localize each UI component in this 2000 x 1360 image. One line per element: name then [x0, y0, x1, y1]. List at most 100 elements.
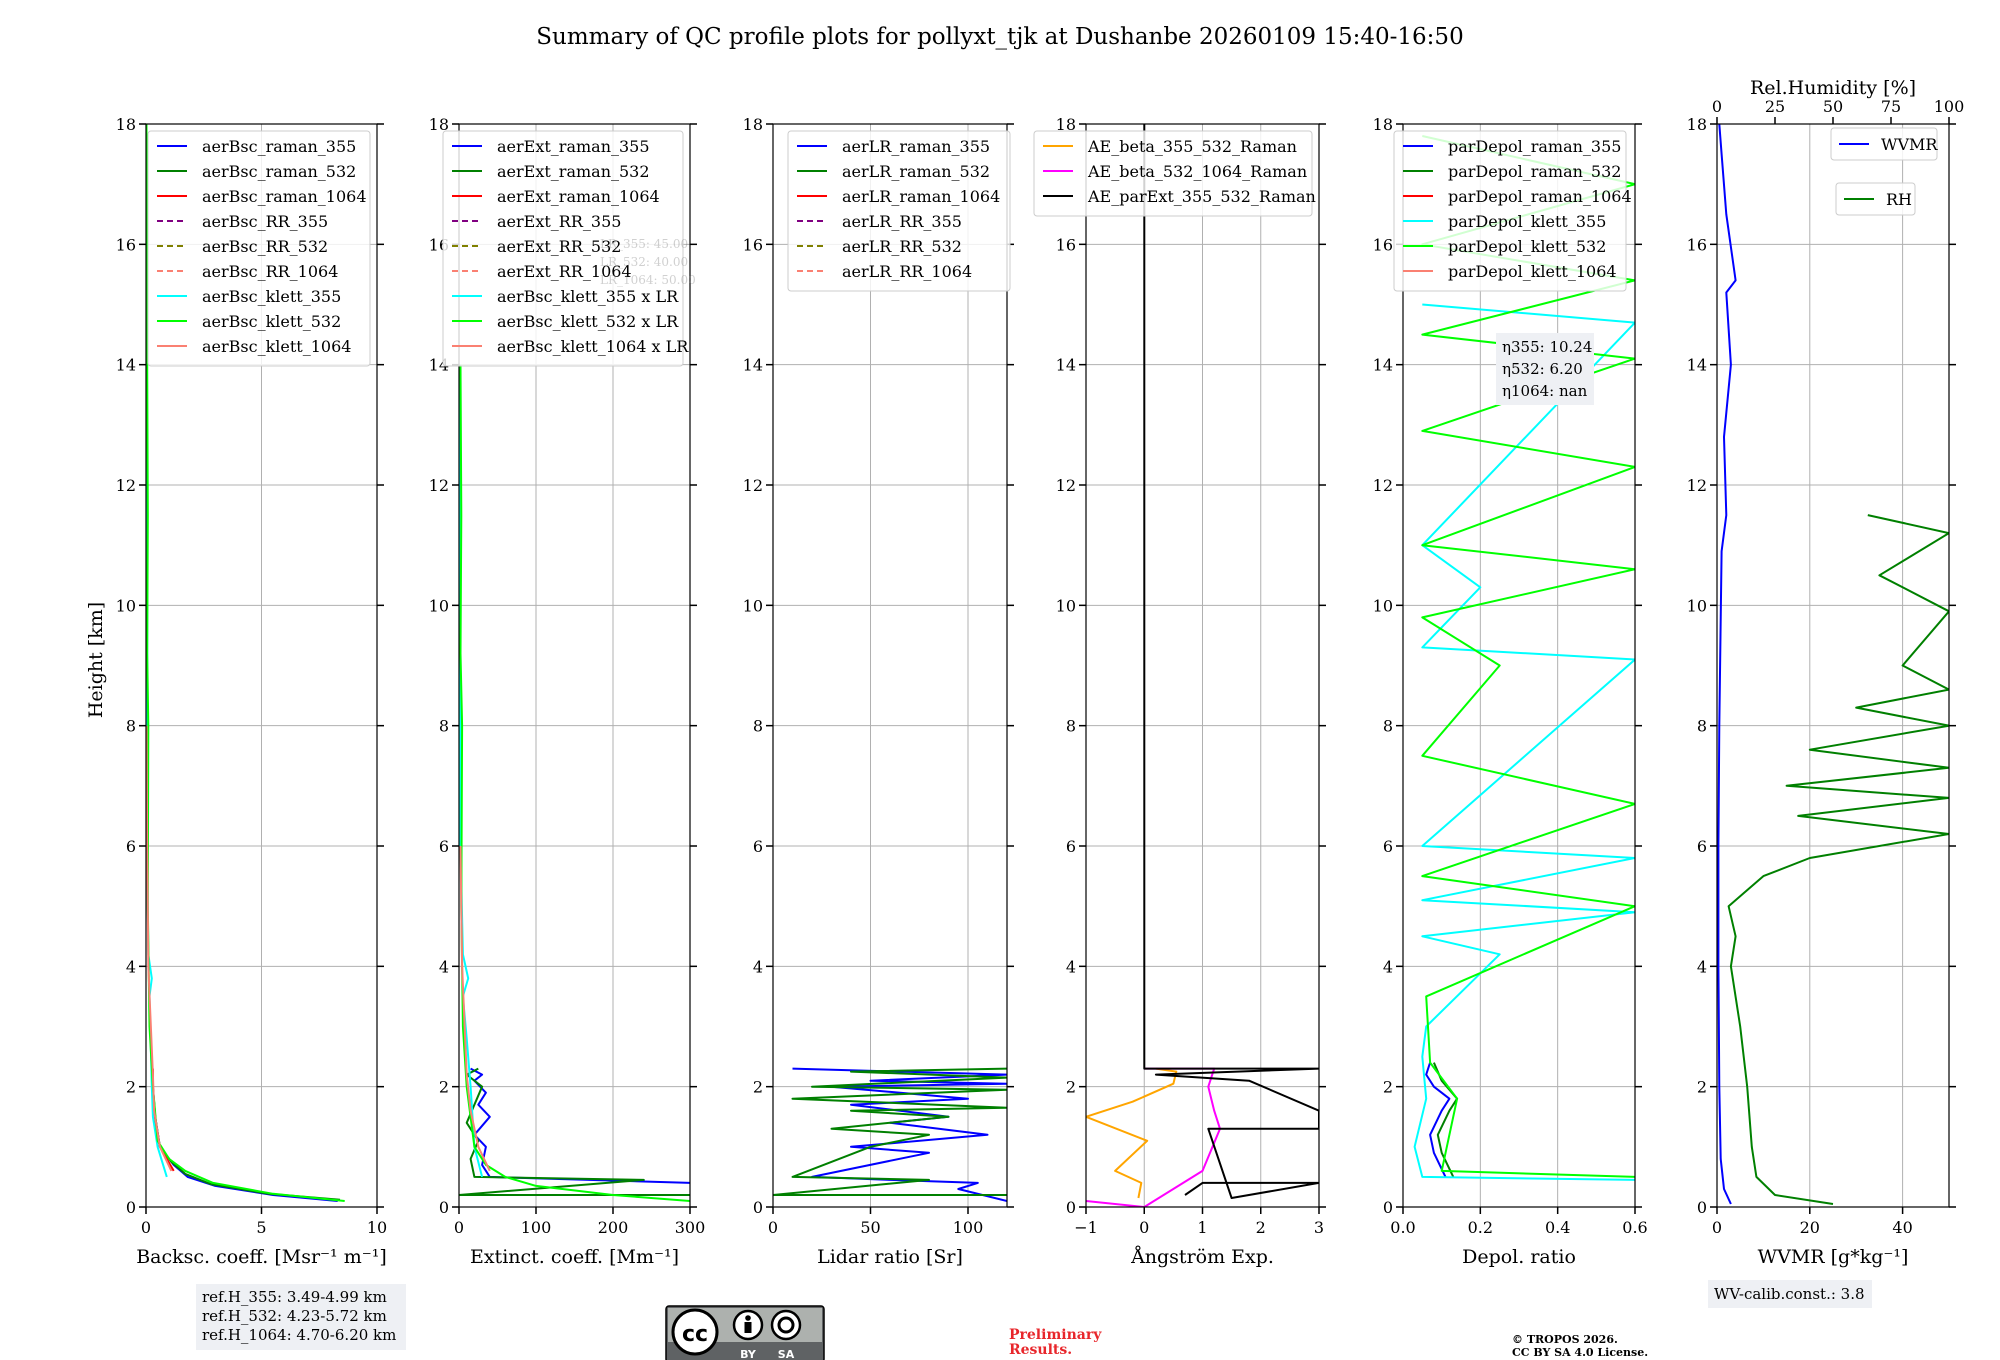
bsc-legend-label-6: aerBsc_klett_355	[202, 287, 341, 306]
depol-ytick-label-0: 0	[1383, 1198, 1393, 1217]
depol-legend-label-5: parDepol_klett_1064	[1448, 262, 1617, 281]
bsc-xtick-label-2: 10	[367, 1218, 387, 1237]
ref-height-355: ref.H_355: 3.49-4.99 km	[202, 1288, 387, 1306]
depol-series-pardepol-raman-532	[1432, 1062, 1459, 1178]
bsc-series-aerbsc-klett-1064	[146, 725, 173, 1172]
ext-ytick-label-3: 6	[439, 837, 449, 856]
lr-ytick-label-7: 14	[743, 356, 763, 375]
depol-ytick-label-9: 18	[1373, 115, 1393, 134]
lr-xtick-label-2: 100	[953, 1218, 984, 1237]
ext-xtick-label-2: 200	[598, 1218, 629, 1237]
wv-ytick-label-8: 16	[1687, 235, 1707, 254]
ext-legend-label-1: aerExt_raman_532	[497, 162, 650, 181]
wv-ytick-label-7: 14	[1687, 356, 1707, 375]
ae-legend: AE_beta_355_532_Raman AE_beta_532_1064_Ra…	[1033, 130, 1316, 217]
eta-box: η355: 10.24 η532: 6.20 η1064: nan	[1496, 333, 1594, 405]
ext-legend-label-6: aerBsc_klett_355 x LR	[497, 287, 679, 306]
bsc-ytick-label-3: 6	[126, 837, 136, 856]
sa-label: SA	[778, 1348, 795, 1360]
lr-ytick-label-2: 4	[753, 957, 763, 976]
wv-calib-box: WV-calib.const.: 3.8	[1708, 1280, 1872, 1308]
ae-legend-box	[1033, 130, 1313, 217]
ext-series-group	[459, 364, 690, 1202]
depol-ytick-label-4: 8	[1383, 717, 1393, 736]
bsc-ytick-label-9: 18	[116, 115, 136, 134]
ae-xlabel: Ångström Exp.	[1130, 1246, 1274, 1268]
ext-ytick-label-0: 0	[439, 1198, 449, 1217]
wv-calib-text: WV-calib.const.: 3.8	[1714, 1285, 1865, 1303]
lr-legend-label-1: aerLR_raman_532	[842, 162, 990, 181]
copyright-line-1: © TROPOS 2026.	[1512, 1333, 1618, 1346]
bsc-series-aerbsc-raman-532	[150, 1068, 341, 1201]
ae-xtick-label-1: 0	[1139, 1218, 1149, 1237]
wv-legend-1: RH	[1835, 182, 1916, 216]
cc-icon-text: cc	[682, 1322, 708, 1347]
ae-ytick-label-9: 18	[1056, 115, 1076, 134]
lr-legend-box	[787, 130, 1011, 292]
bsc-legend-label-8: aerBsc_klett_1064	[202, 337, 351, 356]
ext-frame	[458, 123, 691, 1208]
depol-legend-label-4: parDepol_klett_532	[1448, 237, 1606, 256]
bsc-legend-label-3: aerBsc_RR_355	[202, 212, 328, 231]
wv-ytick-label-1: 2	[1697, 1078, 1707, 1097]
ext-xtick-label-1: 100	[521, 1218, 552, 1237]
depol-xtick-label-2: 0.4	[1545, 1218, 1570, 1237]
lr-ytick-label-8: 16	[743, 235, 763, 254]
ext-series-aerext-raman-355	[470, 1067, 690, 1184]
wv-xtick-label-0: 0	[1712, 1218, 1722, 1237]
depol-series-pardepol-klett-355	[1413, 303, 1635, 1181]
bsc-legend-label-1: aerBsc_raman_532	[202, 162, 356, 181]
ae-series-ae-parext-355-532-raman	[1143, 124, 1319, 1199]
ext-series-aerext-raman-532	[459, 1067, 690, 1196]
wv-ytick-label-6: 12	[1687, 476, 1707, 495]
lr-settings: LR_355: 45.00 LR_532: 40.00 LR_1064: 50.…	[600, 237, 696, 287]
ext-xtick-label-3: 300	[675, 1218, 706, 1237]
lr-frame	[772, 123, 1008, 1208]
panel-lidar-ratio: 0 2 4 6 8 10 12 14 16 18 0 50 100 Lidar ratio [Sr] aer…	[743, 115, 1014, 1268]
ae-ytick-label-0: 0	[1066, 1198, 1076, 1217]
lr-ytick-label-0: 0	[753, 1198, 763, 1217]
lr-xtick-label-1: 50	[860, 1218, 880, 1237]
ext-legend-label-4: aerExt_RR_532	[497, 237, 621, 256]
ae-ytick-label-2: 4	[1066, 957, 1076, 976]
lr-setting-355: LR_355: 45.00	[600, 237, 688, 251]
depol-legend-label-1: parDepol_raman_532	[1448, 162, 1621, 181]
ext-ytick-label-6: 12	[429, 476, 449, 495]
wv-xtick-label-1: 20	[1800, 1218, 1820, 1237]
ext-ytick-label-9: 18	[429, 115, 449, 134]
bsc-legend-box	[147, 130, 371, 367]
bsc-legend: aerBsc_raman_355 aerBsc_raman_532 aerBsc_r…	[147, 130, 371, 367]
depol-frame	[1402, 123, 1636, 1208]
ae-ytick-label-1: 2	[1066, 1078, 1076, 1097]
bsc-series-aerbsc-raman-355	[150, 1068, 338, 1202]
eta-box-bg	[1496, 333, 1594, 405]
ae-ytick-label-7: 14	[1056, 356, 1076, 375]
panel-depolarization: 0 2 4 6 8 10 12 14 16 18 0.0 0.2 0.4 0.6 Depol. ratio p…	[1373, 115, 1648, 1268]
ext-ytick-label-2: 4	[439, 957, 449, 976]
depol-ytick-label-7: 14	[1373, 356, 1393, 375]
ext-xlabel: Extinct. coeff. [Mm⁻¹]	[470, 1246, 679, 1268]
depol-ytick-label-5: 10	[1373, 596, 1393, 615]
by-icon-body	[744, 1322, 752, 1333]
ae-ytick-label-6: 12	[1056, 476, 1076, 495]
wv-ytick-label-4: 8	[1697, 717, 1707, 736]
bsc-ytick-label-1: 2	[126, 1078, 136, 1097]
lr-legend-label-2: aerLR_raman_1064	[842, 187, 1000, 206]
bsc-ytick-label-4: 8	[126, 717, 136, 736]
wv-top-xlabel: Rel.Humidity [%]	[1750, 77, 1916, 99]
ref-height-532: ref.H_532: 4.23-5.72 km	[202, 1307, 387, 1325]
bsc-xlabel: Backsc. coeff. [Msr⁻¹ m⁻¹]	[136, 1246, 387, 1268]
wv-legend-0: WVMR	[1830, 127, 1938, 161]
depol-series-group	[1413, 135, 1635, 1181]
depol-legend-label-2: parDepol_raman_1064	[1448, 187, 1632, 206]
wv-series-group	[1717, 124, 1949, 1205]
bsc-legend-label-2: aerBsc_raman_1064	[202, 187, 367, 206]
ext-series-aerbsc-klett-355-x-lr	[459, 364, 484, 1178]
copyright-line-2: CC BY SA 4.0 License.	[1512, 1346, 1648, 1359]
ext-legend-label-0: aerExt_raman_355	[497, 137, 650, 156]
eta-1064: η1064: nan	[1502, 382, 1588, 400]
ae-ytick-label-5: 10	[1056, 596, 1076, 615]
depol-ytick-label-1: 2	[1383, 1078, 1393, 1097]
ext-legend-label-7: aerBsc_klett_532 x LR	[497, 312, 679, 331]
